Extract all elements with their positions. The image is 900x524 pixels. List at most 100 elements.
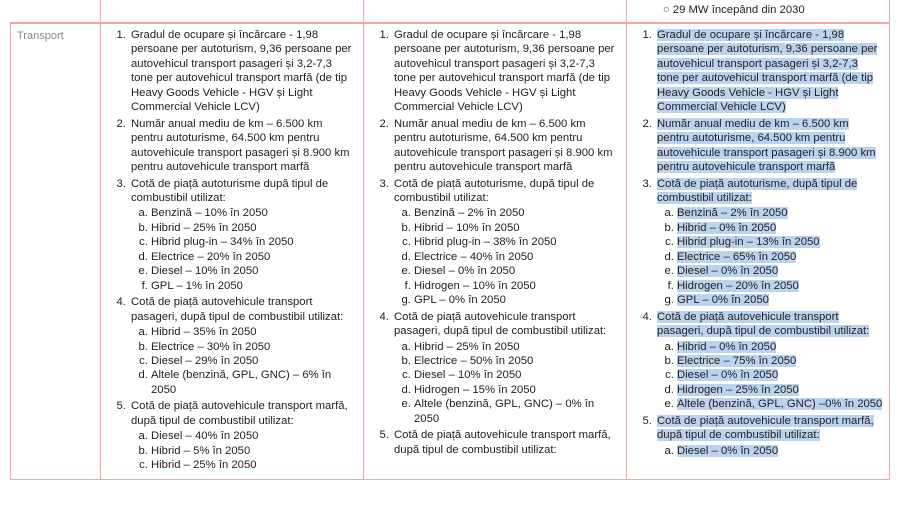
sub-item-text: Altele (benzină, GPL, GNC) – 6% în 2050	[151, 369, 331, 395]
sub-item-text: Electrice – 20% în 2050	[151, 251, 270, 263]
sub-item-text: Hidrogen – 10% în 2050	[414, 280, 536, 292]
sub-item: GPL – 0% în 2050	[677, 293, 883, 307]
sub-item-text: Hibrid – 25% în 2050	[151, 459, 257, 471]
sub-item: Hibrid – 5% în 2050	[151, 444, 357, 458]
sub-item: Electrice – 75% în 2050	[677, 354, 883, 368]
sub-item: Diesel – 0% în 2050	[414, 264, 620, 278]
sub-item: Diesel – 0% în 2050	[677, 444, 883, 458]
sub-list: Diesel – 0% în 2050	[657, 444, 883, 458]
sub-item-text: Hibrid – 10% în 2050	[414, 222, 520, 234]
sub-item-text: Electrice – 75% în 2050	[677, 355, 796, 367]
item-text: Cotă de piață autovehicule transport mar…	[657, 415, 874, 441]
sub-item-text: Benzină – 2% în 2050	[414, 207, 525, 219]
sub-item: Hibrid plug-in – 34% în 2050	[151, 235, 357, 249]
sub-item-text: Diesel – 0% în 2050	[677, 369, 778, 381]
sub-item: Altele (benzină, GPL, GNC) –0% în 2050	[677, 397, 883, 411]
page: 29 MW începând din 2030 Transport Gradul…	[0, 0, 900, 524]
item-text: Cotă de piață autoturisme, după tipul de…	[657, 178, 857, 204]
sub-item-text: Hibrid – 0% în 2050	[677, 222, 776, 234]
sub-item: Hibrid – 0% în 2050	[677, 221, 883, 235]
sub-item: Altele (benzină, GPL, GNC) – 0% în 2050	[414, 397, 620, 426]
sub-item: Hibrid – 0% în 2050	[677, 340, 883, 354]
sub-item-text: Hibrid – 35% în 2050	[151, 326, 257, 338]
list-item: Cotă de piață autoturisme, după tipul de…	[392, 177, 620, 308]
sub-item: Hidrogen – 20% în 2050	[677, 279, 883, 293]
sub-list: Diesel – 40% în 2050 Hibrid – 5% în 2050 H…	[131, 429, 357, 472]
item-text: Cotă de piață autoturisme după tipul de …	[131, 178, 328, 204]
sub-list: Hibrid – 25% în 2050 Electrice – 50% în 2…	[394, 340, 620, 427]
list-item: Gradul de ocupare și încărcare - 1,98 pe…	[129, 28, 357, 115]
item-text: Cotă de piață autoturisme, după tipul de…	[394, 178, 594, 204]
list-item: Cotă de piață autovehicule transport mar…	[392, 428, 620, 457]
item-list: Gradul de ocupare și încărcare - 1,98 pe…	[370, 28, 620, 457]
pre-list: 29 MW începând din 2030	[633, 4, 883, 16]
sub-item-text: Diesel – 0% în 2050	[414, 265, 515, 277]
sub-item: Hidrogen – 25% în 2050	[677, 383, 883, 397]
sub-item-text: GPL – 0% în 2050	[414, 294, 506, 306]
sub-item-text: Diesel – 10% în 2050	[151, 265, 258, 277]
list-item: Număr anual mediu de km – 6.500 km pentr…	[655, 117, 883, 175]
row-label-cell: Transport	[11, 24, 101, 480]
sub-item: Diesel – 10% în 2050	[151, 264, 357, 278]
sub-item: Altele (benzină, GPL, GNC) – 6% în 2050	[151, 368, 357, 397]
sub-item: Electrice – 20% în 2050	[151, 250, 357, 264]
transport-table: Transport Gradul de ocupare și încărcare…	[10, 23, 890, 480]
sub-item-text: Altele (benzină, GPL, GNC) –0% în 2050	[677, 398, 882, 410]
sub-item: GPL – 1% în 2050	[151, 279, 357, 293]
sub-list: Hibrid – 35% în 2050 Electrice – 30% în 2…	[131, 325, 357, 397]
item-text: Cotă de piață autovehicule transport mar…	[394, 429, 611, 455]
sub-item: Diesel – 0% în 2050	[677, 264, 883, 278]
sub-item: Hibrid – 25% în 2050	[414, 340, 620, 354]
sub-item-text: Hidrogen – 20% în 2050	[677, 280, 799, 292]
pre-row: 29 MW începând din 2030	[10, 0, 890, 23]
sub-item-text: Hidrogen – 15% în 2050	[414, 384, 536, 396]
sub-item: Diesel – 40% în 2050	[151, 429, 357, 443]
item-list: Gradul de ocupare și încărcare - 1,98 pe…	[633, 28, 883, 458]
sub-item-text: Electrice – 40% în 2050	[414, 251, 533, 263]
list-item: Cotă de piață autovehicule transport pas…	[392, 310, 620, 427]
column-b: Gradul de ocupare și încărcare - 1,98 pe…	[364, 24, 627, 480]
sub-item: Hibrid plug-in – 38% în 2050	[414, 235, 620, 249]
list-item: Cotă de piață autovehicule transport pas…	[655, 310, 883, 412]
item-text: Număr anual mediu de km – 6.500 km pentr…	[131, 118, 350, 173]
list-item: Cotă de piață autovehicule transport mar…	[655, 414, 883, 458]
sub-list: Benzină – 2% în 2050 Hibrid – 0% în 2050 H…	[657, 206, 883, 307]
sub-item: Electrice – 40% în 2050	[414, 250, 620, 264]
item-text: Cotă de piață autovehicule transport mar…	[131, 400, 348, 426]
pre-item: 29 MW începând din 2030	[663, 4, 883, 16]
item-text: Număr anual mediu de km – 6.500 km pentr…	[657, 118, 876, 173]
sub-item-text: Hibrid plug-in – 34% în 2050	[151, 236, 294, 248]
sub-item-text: Electrice – 30% în 2050	[151, 341, 270, 353]
list-item: Număr anual mediu de km – 6.500 km pentr…	[392, 117, 620, 175]
sub-item-text: Electrice – 50% în 2050	[414, 355, 533, 367]
sub-list: Benzină – 2% în 2050 Hibrid – 10% în 2050…	[394, 206, 620, 307]
item-text: Număr anual mediu de km – 6.500 km pentr…	[394, 118, 613, 173]
sub-item-text: Benzină – 2% în 2050	[677, 207, 788, 219]
item-text: Gradul de ocupare și încărcare - 1,98 pe…	[131, 29, 351, 113]
sub-item-text: Hidrogen – 25% în 2050	[677, 384, 799, 396]
sub-item: Diesel – 0% în 2050	[677, 368, 883, 382]
sub-item-text: Hibrid – 0% în 2050	[677, 341, 776, 353]
list-item: Cotă de piață autoturisme, după tipul de…	[655, 177, 883, 308]
item-text: Cotă de piață autovehicule transport pas…	[394, 311, 606, 337]
list-item: Număr anual mediu de km – 6.500 km pentr…	[129, 117, 357, 175]
sub-item: Electrice – 30% în 2050	[151, 340, 357, 354]
sub-item-text: Hibrid plug-in – 13% în 2050	[677, 236, 820, 248]
sub-list: Hibrid – 0% în 2050 Electrice – 75% în 20…	[657, 340, 883, 412]
item-list: Gradul de ocupare și încărcare - 1,98 pe…	[107, 28, 357, 473]
sub-list: Benzină – 10% în 2050Hibrid – 25% în 205…	[131, 206, 357, 293]
column-c: Gradul de ocupare și încărcare - 1,98 pe…	[627, 24, 890, 480]
sub-item: Hidrogen – 15% în 2050	[414, 383, 620, 397]
item-text: Cotă de piață autovehicule transport pas…	[131, 296, 343, 322]
sub-item: Hibrid – 25% în 2050	[151, 221, 357, 235]
sub-item: Electrice – 65% în 2050	[677, 250, 883, 264]
sub-item-text: Hibrid – 25% în 2050	[414, 341, 520, 353]
row-label: Transport	[17, 30, 64, 42]
sub-item: Benzină – 2% în 2050	[414, 206, 620, 220]
sub-item-text: Diesel – 40% în 2050	[151, 430, 258, 442]
sub-item: Hidrogen – 10% în 2050	[414, 279, 620, 293]
item-text: Gradul de ocupare și încărcare - 1,98 pe…	[657, 29, 877, 113]
sub-item-text: Hibrid – 5% în 2050	[151, 445, 250, 457]
sub-item-text: Diesel – 29% în 2050	[151, 355, 258, 367]
sub-item: Benzină – 2% în 2050	[677, 206, 883, 220]
